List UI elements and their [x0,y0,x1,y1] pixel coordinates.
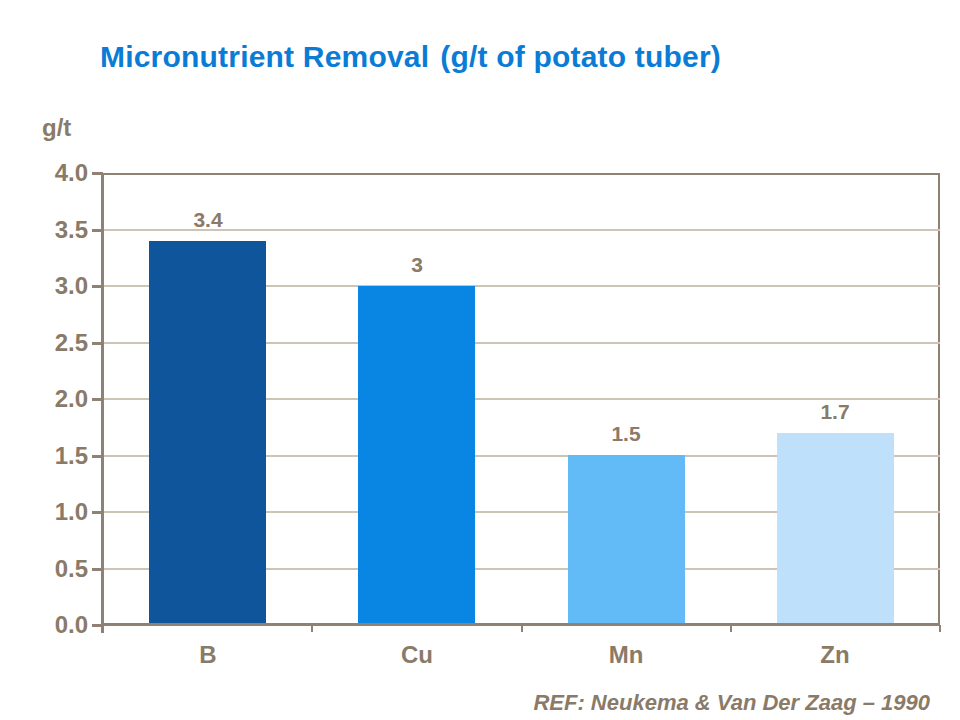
y-axis-label-1.0: 1.0 [18,498,88,526]
x-axis-tick-2 [521,625,523,632]
x-axis-label-B: B [148,641,268,669]
slide: Micronutrient Removal (g/t of potato tube… [0,0,960,720]
x-axis-tick-0 [102,625,104,632]
x-axis-tick-1 [311,625,313,632]
bar-Mn [568,455,685,625]
chart-title: Micronutrient Removal (g/t of potato tube… [100,40,721,74]
x-axis-tick-3 [730,625,732,632]
chart-title-suffix: (g/t of potato tuber) [440,40,721,73]
y-tick-0.5 [92,568,103,571]
y-axis-label-2.0: 2.0 [18,385,88,413]
x-axis-label-Zn: Zn [775,641,895,669]
y-axis-label-4.0: 4.0 [18,159,88,187]
bar-B [149,241,266,625]
y-tick-2.5 [92,342,103,345]
y-tick-1.5 [92,455,103,458]
y-tick-2.0 [92,398,103,401]
y-axis-label-2.5: 2.5 [18,329,88,357]
y-axis-label-0.0: 0.0 [18,611,88,639]
plot-top-border [103,173,940,175]
y-axis-line [101,173,104,633]
x-axis-tick-4 [939,625,941,632]
plot-area: 3.4 3 1.5 1.7 [103,173,940,625]
y-tick-4.0 [92,172,103,175]
bar-value-label-Mn: 1.5 [581,422,671,446]
y-axis-label-0.5: 0.5 [18,555,88,583]
y-tick-1.0 [92,511,103,514]
bar-Cu [358,286,475,625]
bar-value-label-Cu: 3 [372,253,462,277]
x-axis-label-Cu: Cu [357,641,477,669]
y-tick-3.0 [92,285,103,288]
y-tick-3.5 [92,229,103,232]
bar-Zn [777,433,894,625]
y-axis-label-3.5: 3.5 [18,216,88,244]
y-axis-label-3.0: 3.0 [18,272,88,300]
bar-value-label-Zn: 1.7 [790,400,880,424]
y-axis-label-1.5: 1.5 [18,442,88,470]
chart-title-main: Micronutrient Removal [100,40,429,73]
bar-value-label-B: 3.4 [163,208,253,232]
y-axis-unit-label: g/t [42,114,71,142]
reference-text: REF: Neukema & Van Der Zaag – 1990 [533,690,930,716]
x-axis-label-Mn: Mn [566,641,686,669]
